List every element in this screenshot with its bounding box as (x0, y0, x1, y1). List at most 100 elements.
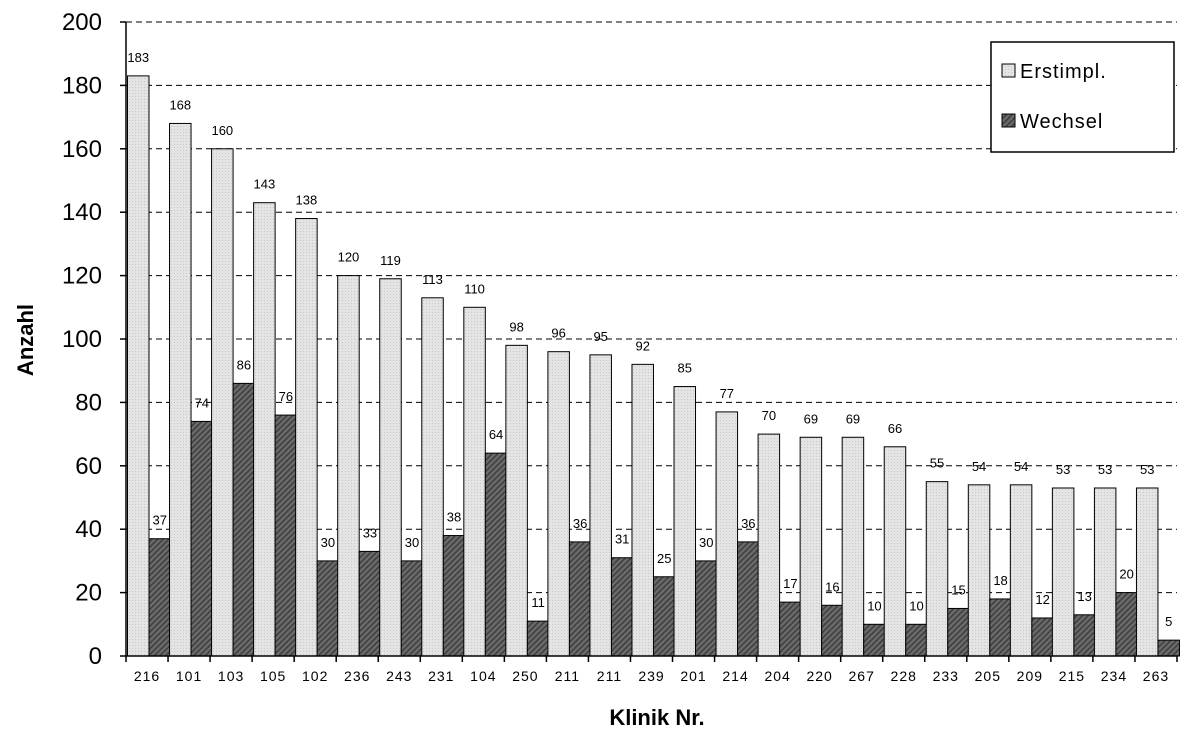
data-label: 15 (951, 582, 965, 597)
bar-Erstimpl. (1009, 484, 1033, 657)
x-tick-label: 205 (975, 668, 1001, 684)
data-label: 16 (825, 579, 839, 594)
x-tick-label: 267 (849, 668, 875, 684)
data-label: 86 (237, 357, 251, 372)
bar-Erstimpl. (253, 202, 276, 657)
bar-Wechsel (863, 623, 886, 657)
legend-swatch-Erstimpl. (1001, 63, 1016, 78)
x-tick-labels: 216 101 103 105 102 236 243 231 104 250 211 211 239 2… (134, 668, 1168, 684)
data-label: 13 (1077, 589, 1091, 604)
x-tick-label: 215 (1059, 668, 1085, 684)
bar-Wechsel (232, 382, 256, 657)
x-tick-label: 204 (764, 668, 790, 684)
y-tick-label: 20 (75, 580, 102, 607)
x-tick-label: 250 (512, 668, 538, 684)
bar-Erstimpl. (547, 351, 570, 657)
bar-Wechsel (652, 576, 676, 657)
x-tick-label: 102 (302, 668, 328, 684)
data-label: 36 (741, 516, 755, 531)
data-label: 110 (464, 281, 485, 296)
data-label: 168 (169, 97, 191, 112)
y-tick-label: 0 (89, 643, 102, 670)
bar-Wechsel (737, 541, 760, 657)
bar-Erstimpl. (1051, 487, 1075, 657)
x-axis-title: Klinik Nr. (609, 705, 704, 730)
x-tick-label: 201 (680, 668, 706, 684)
x-tick-label: 233 (933, 668, 959, 684)
data-label: 10 (909, 598, 923, 613)
data-labels: 183 37 168 74 160 86 143 76 138 30 120 33 119 30 113 38… (127, 50, 1172, 629)
legend-swatch-Wechsel (1001, 113, 1016, 128)
y-tick-label: 120 (62, 263, 102, 290)
bar-Erstimpl. (169, 122, 192, 657)
data-label: 70 (762, 408, 776, 423)
x-tick-label: 214 (722, 668, 748, 684)
bar-Wechsel (610, 557, 634, 657)
bar-Erstimpl. (673, 386, 697, 657)
bar-Wechsel (1031, 617, 1054, 657)
data-label: 37 (153, 513, 167, 528)
bar-Wechsel (695, 560, 718, 657)
bar-Wechsel (358, 550, 382, 657)
data-label: 5 (1165, 614, 1172, 629)
bar-Erstimpl. (463, 306, 486, 657)
bar-Wechsel (148, 538, 171, 657)
bar-Erstimpl. (1093, 487, 1117, 657)
data-label: 11 (531, 595, 545, 610)
x-tick-label: 236 (344, 668, 370, 684)
data-label: 119 (380, 253, 401, 268)
data-label: 25 (657, 551, 671, 566)
bar-Erstimpl. (799, 436, 823, 657)
x-tick-label: 234 (1101, 668, 1127, 684)
data-label: 55 (930, 456, 944, 471)
legend-box (990, 41, 1175, 153)
y-tick-label: 60 (75, 453, 102, 480)
x-tick-label: 220 (806, 668, 832, 684)
data-label: 120 (338, 250, 360, 265)
x-tick-label: 243 (386, 668, 412, 684)
data-label: 98 (509, 319, 523, 334)
data-label: 18 (993, 573, 1007, 588)
data-label: 138 (296, 193, 318, 208)
data-label: 30 (405, 535, 419, 550)
bar-Erstimpl. (841, 436, 865, 657)
bar-Erstimpl. (211, 148, 234, 657)
bar-Erstimpl. (589, 354, 612, 657)
bar-Erstimpl. (631, 363, 654, 657)
y-tick-labels: 0 20 40 60 80 100 120 140 160 180 200 (62, 9, 102, 670)
legend-label: Erstimpl. (1020, 61, 1107, 83)
data-label: 74 (195, 395, 209, 410)
data-label: 31 (615, 532, 629, 547)
bar-Wechsel (1073, 614, 1096, 657)
bar-Erstimpl. (967, 484, 991, 657)
bar-Erstimpl. (715, 411, 739, 657)
data-label: 64 (489, 427, 503, 442)
bar-Erstimpl. (925, 481, 949, 657)
data-label: 10 (867, 598, 881, 613)
data-label: 30 (321, 535, 335, 550)
data-label: 30 (699, 535, 713, 550)
x-tick-label: 209 (1017, 668, 1043, 684)
x-tick-label: 103 (218, 668, 244, 684)
bar-Wechsel (526, 620, 550, 657)
bar-Wechsel (905, 623, 928, 657)
bar-Erstimpl. (127, 75, 150, 657)
x-tick-label: 101 (176, 668, 202, 684)
x-tick-label: 239 (638, 668, 664, 684)
x-tick-label: 228 (891, 668, 917, 684)
data-label: 54 (1014, 459, 1028, 474)
bar-Erstimpl. (757, 433, 781, 657)
data-label: 160 (211, 123, 233, 138)
data-label: 12 (1035, 592, 1049, 607)
data-label: 66 (888, 421, 902, 436)
bar-Wechsel (989, 598, 1012, 657)
bar-Wechsel (1115, 592, 1138, 657)
y-tick-label: 40 (75, 516, 102, 543)
y-tick-label: 100 (62, 326, 102, 353)
bar-Wechsel (779, 601, 802, 657)
data-label: 77 (720, 386, 734, 401)
data-label: 143 (254, 177, 276, 192)
y-tick-label: 80 (75, 389, 102, 416)
x-tick-label: 211 (597, 668, 622, 684)
bars (127, 75, 1180, 657)
